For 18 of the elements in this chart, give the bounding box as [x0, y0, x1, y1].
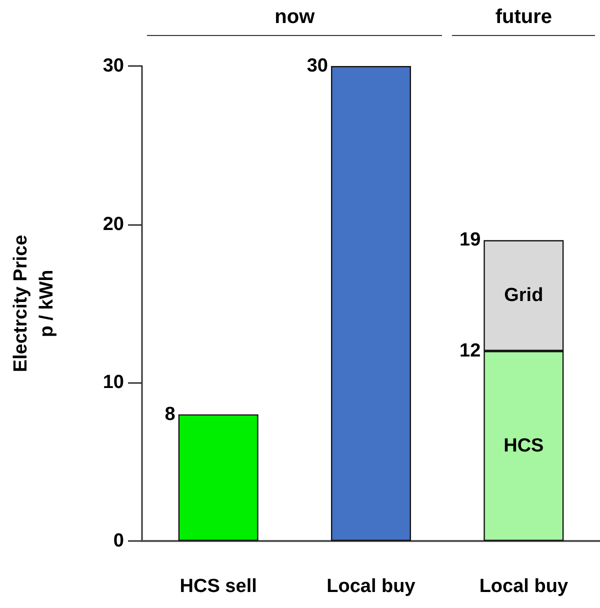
- series-label: HCS: [504, 436, 544, 456]
- y-axis-title: Electrcity Price p / kWh: [10, 234, 58, 372]
- x-tick-label: Local buy: [326, 576, 416, 597]
- x-tick-label: HCS sell: [180, 576, 257, 597]
- y-tick-label: 10: [102, 372, 124, 394]
- total-label: 19: [460, 230, 481, 251]
- data-label: 30: [306, 56, 328, 76]
- data-label: 8: [164, 404, 176, 425]
- y-tick-label: 20: [102, 214, 124, 235]
- x-tick-label: Local buy: [479, 576, 568, 597]
- bar: [331, 66, 411, 541]
- text: now: [147, 6, 442, 36]
- series-label: Grid: [504, 285, 544, 306]
- bar: [178, 414, 258, 541]
- text: future: [452, 6, 595, 36]
- y-tick-label: 30: [102, 56, 124, 76]
- y-tick-label: 0: [113, 530, 124, 552]
- data-label: 12: [460, 340, 481, 362]
